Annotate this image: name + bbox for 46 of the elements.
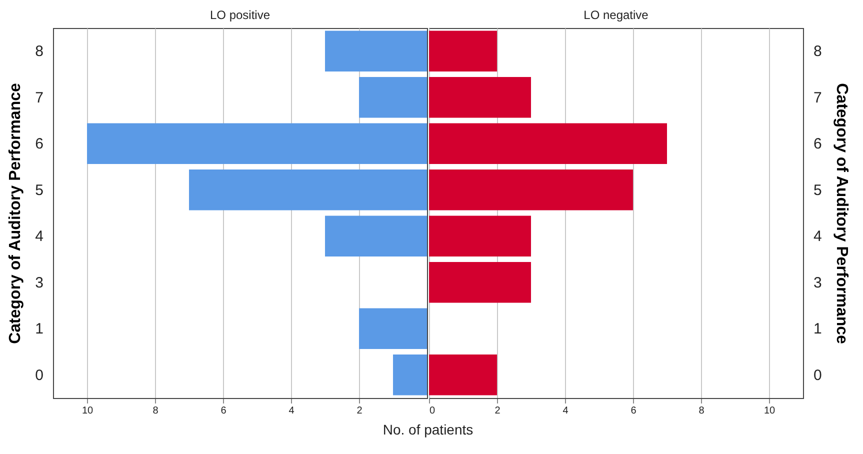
bar bbox=[87, 123, 427, 164]
x-tick-label: 8 bbox=[698, 406, 705, 416]
y-tick-label: 7 bbox=[35, 89, 44, 106]
y-tick-label: 0 bbox=[814, 366, 822, 384]
y2-axis-title: Category of Auditory Performance bbox=[832, 83, 850, 344]
bar bbox=[325, 216, 427, 256]
y-tick-label: 3 bbox=[35, 274, 44, 292]
bar bbox=[429, 123, 667, 164]
y-tick-label: 7 bbox=[814, 89, 822, 106]
x-tick-label: 4 bbox=[288, 406, 295, 416]
y-tick-label: 5 bbox=[814, 182, 822, 199]
x-tick-label: 4 bbox=[562, 406, 569, 416]
x-tick-label: 2 bbox=[356, 406, 363, 416]
bar bbox=[429, 354, 497, 396]
y-tick-label: 1 bbox=[35, 320, 44, 338]
bar bbox=[429, 170, 633, 210]
y-tick-label: 1 bbox=[814, 320, 822, 338]
bar bbox=[429, 216, 531, 256]
bar bbox=[325, 30, 427, 72]
x-tick-label: 2 bbox=[494, 406, 501, 416]
y-tick-label: 8 bbox=[35, 43, 44, 60]
x-tick-label: 0 bbox=[430, 406, 436, 416]
bar bbox=[189, 170, 427, 210]
y-tick-label: 6 bbox=[814, 136, 822, 153]
y-axis-title: Category of Auditory Performance bbox=[7, 83, 24, 344]
chart-title: LO negative bbox=[584, 8, 649, 22]
bar bbox=[393, 354, 427, 396]
x-tick-label: 6 bbox=[630, 406, 637, 416]
bar bbox=[429, 30, 497, 72]
y-tick-label: 4 bbox=[35, 228, 44, 246]
x-tick-label: 10 bbox=[82, 406, 94, 416]
x-tick-label: 8 bbox=[152, 406, 159, 416]
y-tick-label: 5 bbox=[35, 182, 44, 199]
x-tick-label: 10 bbox=[764, 406, 776, 416]
y-tick-label: 3 bbox=[814, 274, 822, 292]
bar bbox=[429, 77, 531, 118]
x-axis-title: No. of patients bbox=[382, 422, 474, 438]
bar bbox=[359, 308, 427, 349]
chart-title: LO positive bbox=[210, 8, 270, 22]
x-tick-label: 6 bbox=[220, 406, 227, 416]
y-tick-label: 4 bbox=[814, 228, 822, 246]
bar bbox=[429, 262, 531, 303]
y-tick-label: 6 bbox=[35, 136, 44, 153]
y-tick-label: 8 bbox=[814, 43, 822, 60]
y-tick-label: 0 bbox=[35, 366, 44, 384]
bar bbox=[359, 77, 427, 118]
